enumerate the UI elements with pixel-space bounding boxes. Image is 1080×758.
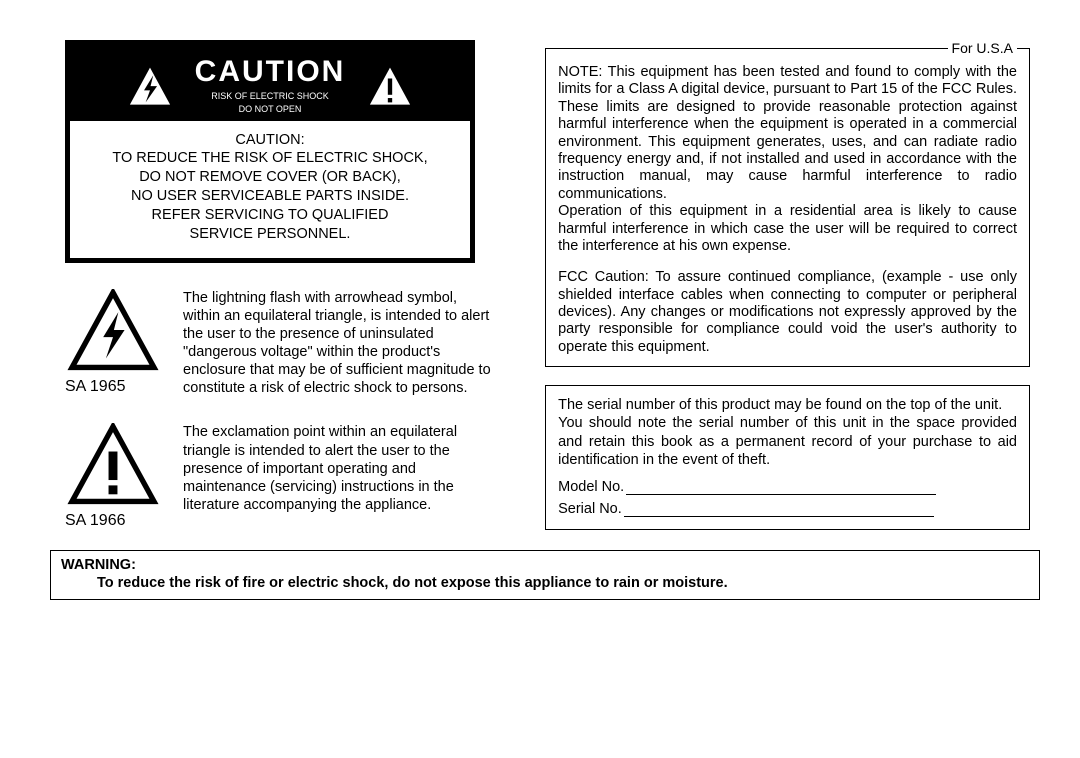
serial-no-field: Serial No. — [558, 501, 1017, 517]
exclamation-triangle-icon — [361, 60, 419, 110]
sa-1966-text: The exclamation point within an equilate… — [183, 423, 493, 530]
caution-line: CAUTION: — [82, 131, 458, 150]
bolt-triangle-icon — [65, 289, 161, 371]
serial-box: The serial number of this product may be… — [545, 385, 1030, 530]
for-usa-box: For U.S.A NOTE: This equipment has been … — [545, 40, 1030, 367]
caution-line: DO NOT REMOVE COVER (OR BACK), — [82, 168, 458, 187]
caution-sub1: RISK OF ELECTRIC SHOCK — [191, 91, 350, 102]
exclamation-triangle-icon — [65, 423, 161, 505]
serial-note2: You should note the serial number of thi… — [558, 414, 1017, 468]
fcc-caution: FCC Caution: To assure continued complia… — [558, 269, 1017, 356]
symbol-row-bolt: SA 1965 The lightning flash with arrowhe… — [65, 289, 515, 398]
model-no-field: Model No. — [558, 479, 1017, 495]
caution-panel: CAUTION RISK OF ELECTRIC SHOCK DO NOT OP… — [65, 40, 475, 263]
warning-box: WARNING: To reduce the risk of fire or e… — [50, 550, 1040, 600]
fcc-note: NOTE: This equipment has been tested and… — [558, 64, 1017, 203]
model-no-line — [626, 481, 936, 495]
warning-title: WARNING: — [61, 557, 1029, 573]
caution-heading: CAUTION RISK OF ELECTRIC SHOCK DO NOT OP… — [191, 55, 350, 115]
serial-no-label: Serial No. — [558, 501, 622, 517]
sa-1966-label: SA 1966 — [65, 512, 165, 530]
bolt-triangle-icon — [121, 60, 179, 110]
fcc-operation: Operation of this equipment in a residen… — [558, 203, 1017, 255]
for-usa-legend: For U.S.A — [948, 40, 1017, 56]
model-no-label: Model No. — [558, 479, 624, 495]
caution-body: CAUTION: TO REDUCE THE RISK OF ELECTRIC … — [70, 121, 470, 258]
symbol-row-excl: SA 1966 The exclamation point within an … — [65, 423, 515, 530]
sa-1965-text: The lightning flash with arrowhead symbo… — [183, 289, 493, 398]
caution-sub2: DO NOT OPEN — [191, 104, 350, 115]
caution-line: REFER SERVICING TO QUALIFIED — [82, 206, 458, 225]
warning-text: To reduce the risk of fire or electric s… — [97, 575, 1029, 591]
caution-line: SERVICE PERSONNEL. — [82, 225, 458, 244]
serial-no-line — [624, 503, 934, 517]
caution-line: TO REDUCE THE RISK OF ELECTRIC SHOCK, — [82, 149, 458, 168]
caution-line: NO USER SERVICEABLE PARTS INSIDE. — [82, 187, 458, 206]
serial-note1: The serial number of this product may be… — [558, 396, 1017, 414]
sa-1965-label: SA 1965 — [65, 378, 165, 396]
caution-title: CAUTION — [191, 55, 350, 89]
